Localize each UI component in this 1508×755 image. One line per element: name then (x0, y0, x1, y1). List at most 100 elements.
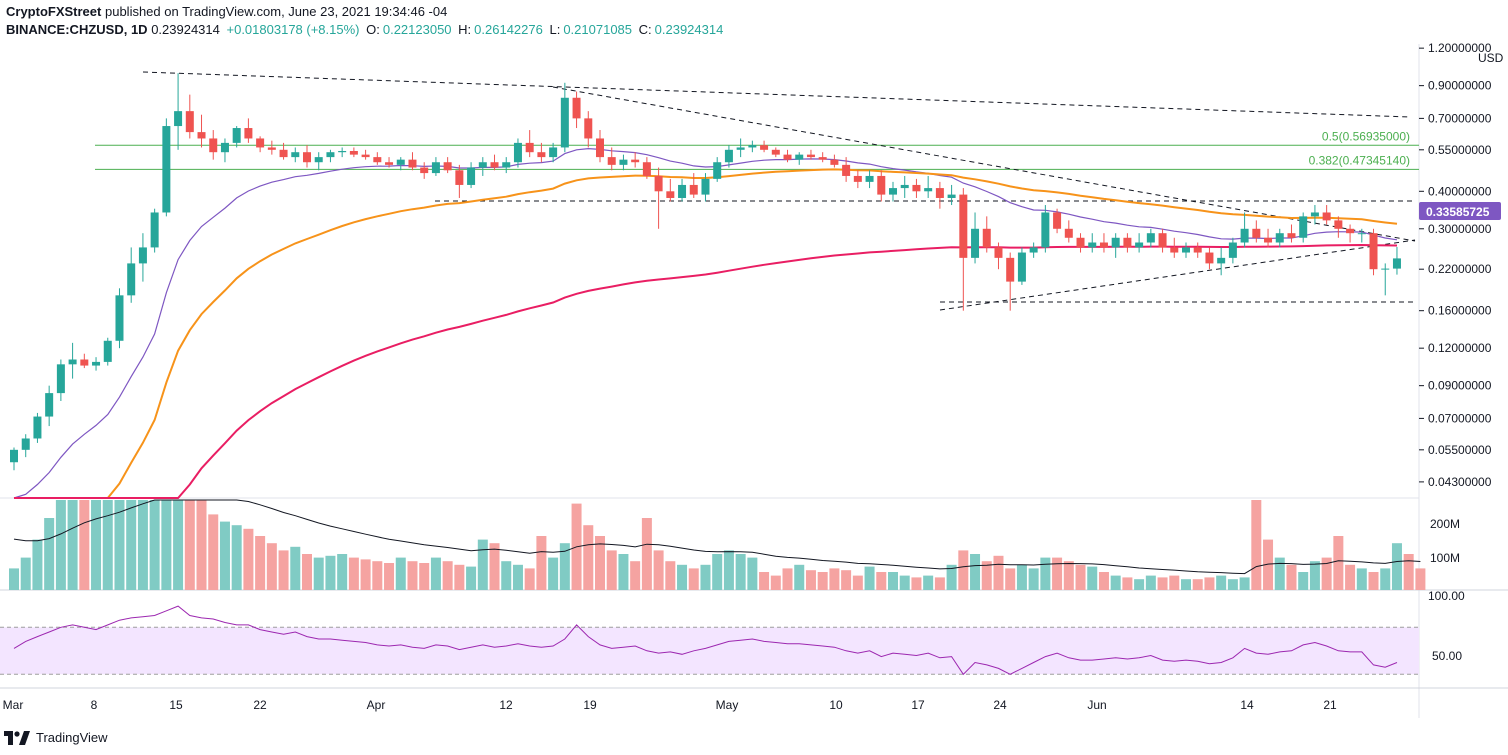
candle-body (1123, 237, 1132, 248)
time-axis-label: Jun (1087, 698, 1106, 712)
candle-body (1346, 228, 1355, 234)
price-tick-label: 0.70000000 (1428, 111, 1492, 125)
candle-body (736, 147, 745, 150)
volume-bar (770, 575, 781, 590)
candle-body (185, 111, 194, 133)
volume-bar (946, 564, 957, 590)
candle-body (467, 167, 476, 185)
volume-bar (981, 561, 992, 590)
published-text: published on TradingView.com, June 23, 2… (104, 4, 448, 19)
time-axis-label: May (716, 698, 739, 712)
volume-bar (348, 557, 359, 590)
candle-body (642, 162, 651, 176)
candle-body (256, 138, 265, 148)
volume-bar (595, 536, 605, 590)
volume-bar (395, 557, 406, 590)
candle-body (1205, 252, 1214, 264)
volume-bar (805, 570, 816, 590)
volume-bar (32, 539, 43, 590)
time-axis-label: 10 (829, 698, 843, 712)
candle-body (865, 175, 874, 182)
candle-body (1392, 258, 1401, 269)
volume-bar (1016, 564, 1027, 590)
rsi-tick-100: 100.00 (1428, 589, 1465, 603)
volume-bar (759, 572, 770, 590)
candle-body (478, 162, 487, 168)
volume-bar (419, 563, 430, 590)
price-axis[interactable]: 1.20000000 0.90000000 0.70000000 0.55000000… (1419, 41, 1492, 489)
volume-bar (993, 555, 1004, 590)
volume-bar (442, 561, 453, 590)
candle-body (584, 118, 593, 139)
candle-body (1310, 212, 1319, 217)
volume-bar (677, 564, 688, 590)
candle-body (1322, 212, 1331, 221)
time-axis-label: 8 (91, 698, 98, 712)
volume-axis[interactable]: 200M 100M (1430, 517, 1460, 565)
high-label: H: (458, 22, 472, 37)
price-tick-label: 0.04300000 (1428, 475, 1492, 489)
volume-bar (1110, 575, 1121, 590)
tradingview-footer[interactable]: TradingView (4, 730, 108, 745)
rsi-axis[interactable]: 100.00 50.00 (1428, 589, 1465, 663)
price-tick-label: 0.16000000 (1428, 304, 1492, 318)
volume-bar (1145, 575, 1156, 590)
candle-body (1088, 242, 1097, 248)
volume-bar (723, 550, 734, 590)
candle-body (80, 359, 89, 366)
candle-body (537, 152, 546, 158)
volume-bar (208, 514, 219, 590)
volume-bar (126, 500, 137, 590)
fib-levels: 0.5(0.56935000) 0.382(0.47345140) (95, 129, 1419, 170)
volume-bar (934, 577, 945, 590)
volume-bar (1368, 572, 1379, 590)
candle-body (385, 162, 394, 165)
candle-body (92, 361, 101, 366)
volume-bar (747, 557, 758, 590)
candle-body (724, 149, 733, 163)
symbol-label[interactable]: BINANCE:CHZUSD, 1D (6, 22, 148, 37)
volume-bar (489, 543, 500, 590)
candle-body (654, 175, 663, 192)
candle-body (396, 159, 405, 165)
volume-bar (899, 575, 910, 590)
time-axis[interactable]: Mar 8 15 22 Apr 12 19 May 10 17 24 Jun 14 21 (3, 698, 1337, 712)
candles (10, 73, 1401, 471)
candle-body (502, 162, 511, 168)
price-tick-label: 0.22000000 (1428, 262, 1492, 276)
volume-bar (454, 564, 465, 590)
candle-body (349, 150, 358, 155)
volume-bar (864, 566, 875, 590)
candle-body (1193, 247, 1202, 253)
volume-bar (1309, 561, 1320, 590)
volume-bar (44, 518, 55, 590)
candle-body (818, 157, 827, 160)
candle-body (103, 340, 112, 362)
volume-bar (1181, 579, 1191, 590)
volume-bar (337, 554, 348, 590)
time-axis-label: Mar (3, 698, 24, 712)
price-change: +0.01803178 (+8.15%) (226, 22, 360, 37)
volume-bar (1157, 577, 1168, 590)
trendlines (142, 71, 1416, 311)
candle-body (431, 162, 440, 174)
candle-body (994, 247, 1003, 258)
candle-body (596, 138, 604, 158)
candle-body (842, 164, 851, 176)
candle-body (127, 263, 136, 296)
candle-body (666, 191, 675, 198)
candle-body (572, 97, 581, 119)
candle-body (174, 111, 183, 127)
candle-body (971, 228, 980, 258)
volume-bar (384, 563, 395, 590)
volume-bar (970, 554, 981, 590)
candle-body (877, 175, 886, 195)
volume-bar (1028, 568, 1039, 590)
low-value: 0.21071085 (563, 22, 633, 37)
volume-bar (1356, 568, 1367, 590)
publisher-name[interactable]: CryptoFXStreet (6, 4, 102, 19)
volume-bar (196, 500, 207, 590)
candle-body (1228, 242, 1237, 258)
volume-bar (829, 568, 840, 590)
